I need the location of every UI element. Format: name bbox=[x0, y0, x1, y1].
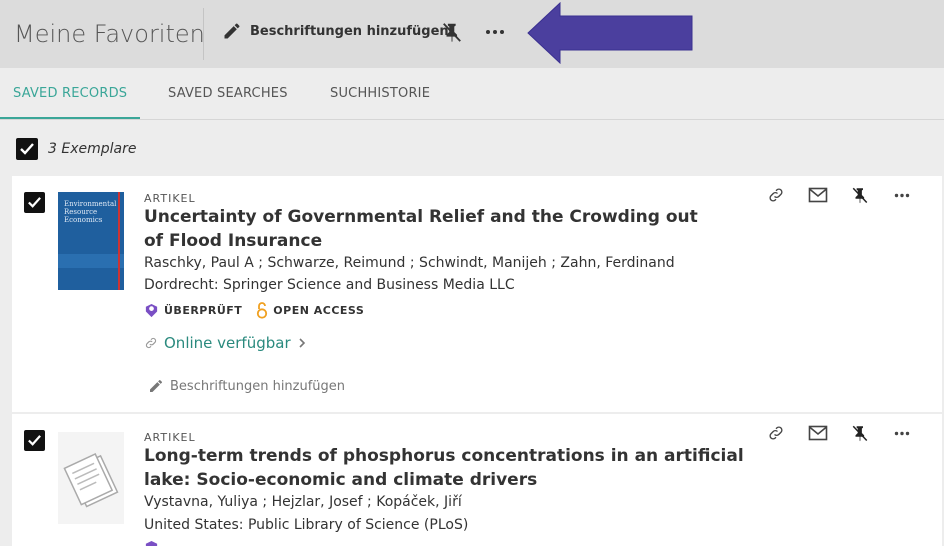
record-thumbnail[interactable] bbox=[58, 432, 124, 524]
check-icon bbox=[28, 435, 41, 446]
record-badges: ÜBERPRÜFT OPEN ACCESS bbox=[144, 302, 364, 319]
thumbnail-cover-title: Environmental Resource Economics bbox=[64, 200, 117, 224]
open-lock-icon bbox=[257, 302, 268, 319]
record-title[interactable]: Long-term trends of phosphorus concentra… bbox=[144, 446, 744, 490]
open-access-label: OPEN ACCESS bbox=[273, 304, 365, 317]
select-all-checkbox[interactable] bbox=[16, 138, 38, 160]
select-all-row: 3 Exemplare bbox=[16, 138, 136, 160]
peer-reviewed-badge: ÜBERPRÜFT bbox=[144, 303, 242, 318]
add-labels-button[interactable]: Beschriftungen hinzufügen bbox=[222, 20, 449, 42]
tab-search-history[interactable]: SUCHHISTORIE bbox=[330, 86, 431, 101]
tab-saved-searches[interactable]: SAVED SEARCHES bbox=[168, 86, 288, 101]
record-type: ARTIKEL bbox=[144, 192, 196, 205]
permalink-icon[interactable] bbox=[766, 186, 786, 204]
tab-saved-records[interactable]: SAVED RECORDS bbox=[0, 68, 141, 119]
link-icon bbox=[145, 337, 157, 349]
email-icon[interactable] bbox=[808, 425, 828, 441]
record-checkbox[interactable] bbox=[24, 430, 45, 451]
record-actions bbox=[766, 186, 912, 204]
reviewed-icon bbox=[145, 303, 158, 318]
record-publisher: United States: Public Library of Science… bbox=[144, 517, 469, 533]
online-available-link[interactable]: Online verfügbar bbox=[144, 334, 307, 352]
add-labels-label: Beschriftungen hinzufügen bbox=[250, 23, 449, 39]
record-title[interactable]: Uncertainty of Governmental Relief and t… bbox=[144, 207, 698, 251]
more-options-icon[interactable] bbox=[892, 431, 912, 436]
divider bbox=[203, 8, 204, 60]
document-placeholder-icon bbox=[63, 452, 119, 508]
record-badges-partial bbox=[144, 540, 159, 546]
peer-reviewed-label: ÜBERPRÜFT bbox=[164, 304, 243, 317]
record-card: Environmental Resource Economics ARTIKEL… bbox=[12, 176, 942, 412]
tab-bar: SAVED RECORDS SAVED SEARCHES SUCHHISTORI… bbox=[0, 68, 944, 120]
record-publisher: Dordrecht: Springer Science and Business… bbox=[144, 277, 515, 293]
pencil-icon bbox=[150, 379, 163, 392]
record-thumbnail[interactable]: Environmental Resource Economics bbox=[58, 192, 124, 290]
more-options-icon[interactable] bbox=[484, 22, 506, 42]
selected-count: 3 Exemplare bbox=[48, 141, 137, 157]
annotation-arrow bbox=[527, 2, 693, 64]
record-type: ARTIKEL bbox=[144, 431, 196, 444]
chevron-right-icon bbox=[299, 338, 305, 348]
record-add-labels-button[interactable]: Beschriftungen hinzufügen bbox=[148, 378, 345, 394]
thumbnail-stripe bbox=[118, 192, 120, 290]
page-title: Meine Favoriten bbox=[14, 20, 205, 48]
record-authors: Vystavna, Yuliya ; Hejzlar, Josef ; Kopá… bbox=[144, 494, 462, 510]
check-icon bbox=[20, 143, 34, 155]
record-card: ARTIKEL Long-term trends of phosphorus c… bbox=[12, 414, 942, 546]
top-bar: Meine Favoriten Beschriftungen hinzufüge… bbox=[0, 0, 944, 68]
email-icon[interactable] bbox=[808, 187, 828, 203]
online-available-label: Online verfügbar bbox=[164, 334, 291, 352]
record-checkbox[interactable] bbox=[24, 192, 45, 213]
record-authors: Raschky, Paul A ; Schwarze, Reimund ; Sc… bbox=[144, 255, 675, 271]
thumbnail-band bbox=[58, 254, 124, 268]
record-add-labels-label: Beschriftungen hinzufügen bbox=[170, 378, 346, 394]
unpin-icon[interactable] bbox=[850, 186, 870, 204]
permalink-icon[interactable] bbox=[766, 424, 786, 442]
pencil-icon bbox=[224, 23, 240, 39]
open-access-badge: OPEN ACCESS bbox=[256, 302, 364, 319]
reviewed-icon bbox=[145, 540, 158, 546]
check-icon bbox=[28, 197, 41, 208]
record-actions bbox=[766, 424, 912, 442]
unpin-icon[interactable] bbox=[850, 424, 870, 442]
more-options-icon[interactable] bbox=[892, 193, 912, 198]
unpin-icon[interactable] bbox=[440, 20, 464, 44]
